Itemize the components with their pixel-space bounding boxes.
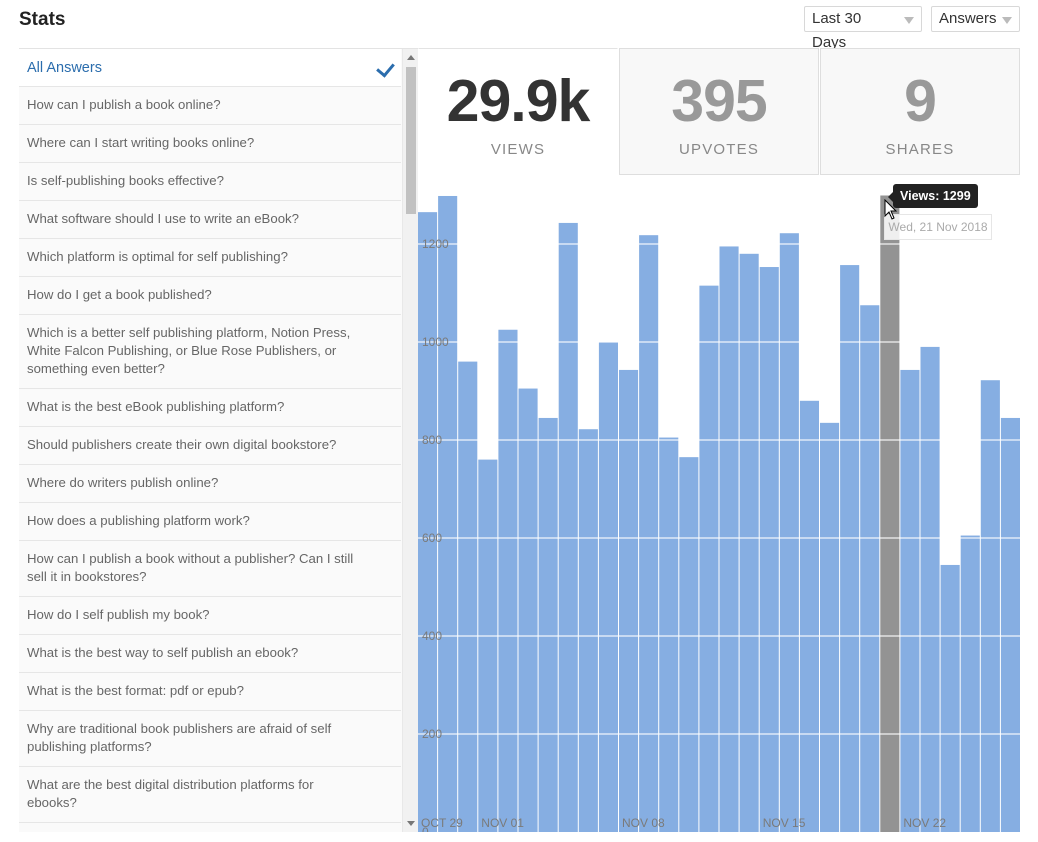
y-tick-label: 0 bbox=[422, 825, 429, 832]
chart-bar[interactable] bbox=[458, 361, 478, 832]
list-item[interactable]: Which platform is optimal for self publi… bbox=[19, 239, 401, 277]
chart-bar[interactable] bbox=[920, 346, 940, 832]
stat-tab-shares[interactable]: 9 SHARES bbox=[820, 48, 1020, 175]
list-item[interactable]: Is self-publishing books effective? bbox=[19, 163, 401, 201]
list-item[interactable]: What are the best digital distribution p… bbox=[19, 767, 401, 823]
list-item[interactable]: How do I self publish my book? bbox=[19, 597, 401, 635]
content-type-dropdown[interactable]: Answers bbox=[931, 6, 1020, 32]
list-item[interactable]: Why are traditional book publishers are … bbox=[19, 711, 401, 767]
chart-tooltip: Views: 1299 bbox=[888, 184, 978, 208]
chart-bar[interactable] bbox=[799, 400, 819, 832]
list-scrollbar[interactable] bbox=[402, 49, 418, 832]
list-item[interactable]: How does a publishing platform work? bbox=[19, 503, 401, 541]
chart-bar[interactable] bbox=[619, 369, 639, 832]
chart-bar[interactable] bbox=[739, 253, 759, 832]
stats-summary: 29.9k VIEWS 395 UPVOTES 9 SHARES bbox=[418, 48, 1021, 176]
x-tick-label: NOV 08 bbox=[622, 816, 665, 830]
shares-count: 9 bbox=[904, 68, 937, 134]
chart-bar[interactable] bbox=[980, 380, 1000, 832]
chart-bar[interactable] bbox=[960, 535, 980, 832]
checkmark-icon bbox=[376, 58, 395, 78]
answers-list: All Answers How can I publish a book onl… bbox=[19, 49, 401, 823]
scroll-down-arrow-icon[interactable] bbox=[407, 821, 415, 826]
y-tick-label: 200 bbox=[422, 727, 442, 741]
scrollbar-thumb[interactable] bbox=[406, 67, 416, 214]
y-tick-label: 800 bbox=[422, 433, 442, 447]
views-count: 29.9k bbox=[446, 68, 591, 134]
scroll-up-arrow-icon[interactable] bbox=[407, 55, 415, 60]
chart-bar[interactable] bbox=[558, 222, 578, 832]
chart-bar[interactable] bbox=[659, 437, 679, 832]
chevron-down-icon bbox=[1002, 17, 1012, 24]
page-title: Stats bbox=[19, 9, 66, 30]
chart-bar[interactable] bbox=[598, 342, 618, 832]
y-tick-label: 600 bbox=[422, 531, 442, 545]
chart-bar[interactable] bbox=[639, 235, 659, 832]
x-tick-label: OCT 29 bbox=[421, 816, 463, 830]
chart-bar[interactable] bbox=[518, 388, 538, 832]
chart-bar[interactable] bbox=[779, 233, 799, 832]
chart-bar[interactable] bbox=[478, 459, 498, 832]
views-bar-chart: 0 200 400 600 800 1000 1200 OCT 29 NOV 01 NOV 08 N… bbox=[418, 195, 1021, 832]
views-label: VIEWS bbox=[490, 141, 546, 158]
upvotes-count: 395 bbox=[671, 68, 767, 134]
chart-tooltip-date: Wed, 21 Nov 2018 bbox=[884, 214, 992, 240]
mouse-cursor-icon bbox=[884, 199, 898, 220]
chart-bar[interactable] bbox=[900, 369, 920, 832]
chart-bar[interactable] bbox=[438, 195, 458, 832]
list-item[interactable]: How can I publish a book online? bbox=[19, 87, 401, 125]
chart-bar[interactable] bbox=[759, 267, 779, 832]
chevron-down-icon bbox=[904, 17, 914, 24]
chart-bar[interactable] bbox=[679, 457, 699, 832]
y-tick-label: 1000 bbox=[422, 335, 449, 349]
y-tick-label: 1200 bbox=[422, 237, 449, 251]
list-item[interactable]: How do I get a book published? bbox=[19, 277, 401, 315]
chart-bar[interactable] bbox=[860, 305, 880, 832]
list-item[interactable]: What is the best way to self publish an … bbox=[19, 635, 401, 673]
date-range-dropdown[interactable]: Last 30 Days bbox=[804, 6, 922, 51]
list-item[interactable]: Should publishers create their own digit… bbox=[19, 427, 401, 465]
date-range-label: Last 30 Days bbox=[812, 10, 862, 51]
chart-bar[interactable] bbox=[1000, 417, 1020, 832]
chart-bar[interactable] bbox=[940, 564, 960, 832]
list-item[interactable]: Where can I start writing books online? bbox=[19, 125, 401, 163]
list-item[interactable]: What is the best format: pdf or epub? bbox=[19, 673, 401, 711]
chart-bar[interactable] bbox=[578, 429, 598, 832]
chart-bar[interactable] bbox=[880, 195, 900, 832]
x-tick-label: NOV 22 bbox=[903, 816, 946, 830]
chart-bar[interactable] bbox=[699, 285, 719, 832]
all-answers-label: All Answers bbox=[27, 60, 102, 76]
views-chart: 0 200 400 600 800 1000 1200 OCT 29 NOV 01 NOV 08 N… bbox=[418, 176, 1021, 832]
chart-bar[interactable] bbox=[538, 417, 558, 832]
chart-bar[interactable] bbox=[719, 246, 739, 832]
chart-bar[interactable] bbox=[820, 422, 840, 832]
chart-bar[interactable] bbox=[498, 329, 518, 832]
answers-list-panel: All Answers How can I publish a book onl… bbox=[19, 48, 418, 832]
list-item[interactable]: How can I publish a book without a publi… bbox=[19, 541, 401, 597]
list-item[interactable]: What software should I use to write an e… bbox=[19, 201, 401, 239]
shares-label: SHARES bbox=[885, 141, 955, 158]
stat-tab-upvotes[interactable]: 395 UPVOTES bbox=[619, 48, 819, 175]
x-tick-label: NOV 01 bbox=[481, 816, 524, 830]
y-tick-label: 400 bbox=[422, 629, 442, 643]
stat-tab-views[interactable]: 29.9k VIEWS bbox=[418, 48, 618, 175]
content-type-label: Answers bbox=[939, 10, 997, 27]
chart-bar[interactable] bbox=[418, 212, 438, 832]
list-item-all-answers[interactable]: All Answers bbox=[19, 49, 401, 87]
list-item[interactable]: Which is a better self publishing platfo… bbox=[19, 315, 401, 389]
x-tick-label: NOV 15 bbox=[763, 816, 806, 830]
list-item[interactable]: What is the best eBook publishing platfo… bbox=[19, 389, 401, 427]
list-item[interactable]: Where do writers publish online? bbox=[19, 465, 401, 503]
chart-bar[interactable] bbox=[840, 265, 860, 832]
upvotes-label: UPVOTES bbox=[678, 141, 760, 158]
